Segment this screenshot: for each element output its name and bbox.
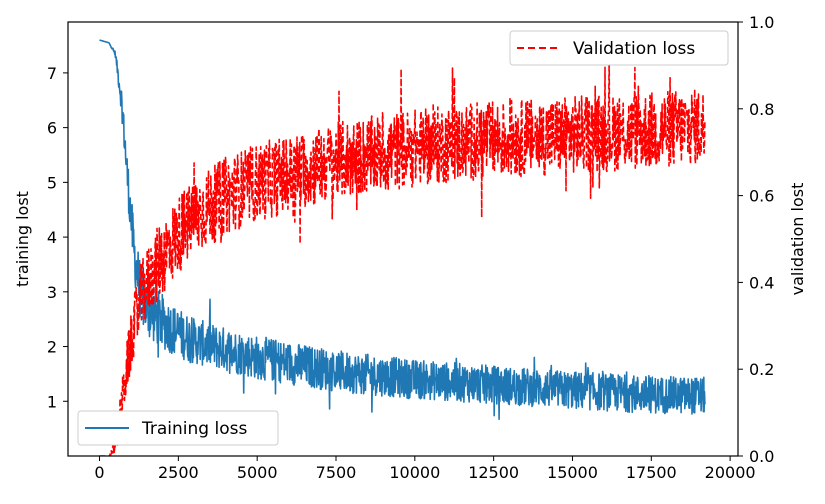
left-y-tick-label: 6 [47, 119, 57, 138]
right-y-tick-label: 1.0 [749, 13, 774, 32]
right-y-tick-label: 0.6 [749, 187, 774, 206]
x-tick-label: 15000 [547, 463, 598, 482]
right-y-axis-ticks: 0.0 0.2 0.4 0.6 0.8 1.0 [738, 13, 774, 466]
x-tick-label: 5000 [237, 463, 278, 482]
x-tick-label: 20000 [705, 463, 756, 482]
right-y-tick-label: 0.2 [749, 360, 774, 379]
left-y-tick-label: 7 [47, 64, 57, 83]
legend-validation-box [509, 30, 729, 66]
legend-training: Training loss [77, 410, 279, 446]
x-tick-label: 10000 [389, 463, 440, 482]
right-y-tick-label: 0.8 [749, 100, 774, 119]
left-y-axis-ticks: 1 2 3 4 5 6 7 [47, 64, 68, 411]
x-axis-ticks: 0 2500 5000 7500 10000 12500 15000 17500 20000 [94, 456, 756, 482]
right-y-axis-label: validation lost [788, 183, 807, 296]
left-y-tick-label: 2 [47, 338, 57, 357]
training-loss-line [99, 39, 706, 420]
left-y-tick-label: 1 [47, 392, 57, 411]
x-tick-label: 2500 [158, 463, 199, 482]
right-y-tick-label: 0.0 [749, 447, 774, 466]
left-y-tick-label: 4 [47, 228, 57, 247]
right-y-tick-label: 0.4 [749, 273, 774, 292]
x-tick-label: 7500 [316, 463, 357, 482]
legend-training-label: Training loss [141, 419, 247, 439]
left-y-axis-label: training lost [13, 191, 32, 287]
legend-validation-label: Validation loss [573, 39, 695, 59]
left-y-tick-label: 5 [47, 173, 57, 192]
plot-frame [67, 21, 739, 457]
x-tick-label: 17500 [626, 463, 677, 482]
legend-training-box [77, 410, 279, 446]
x-tick-label: 0 [94, 463, 104, 482]
left-y-tick-label: 3 [47, 283, 57, 302]
x-tick-label: 12500 [468, 463, 519, 482]
legend-validation: Validation loss [509, 30, 729, 66]
validation-loss-line [99, 51, 706, 456]
